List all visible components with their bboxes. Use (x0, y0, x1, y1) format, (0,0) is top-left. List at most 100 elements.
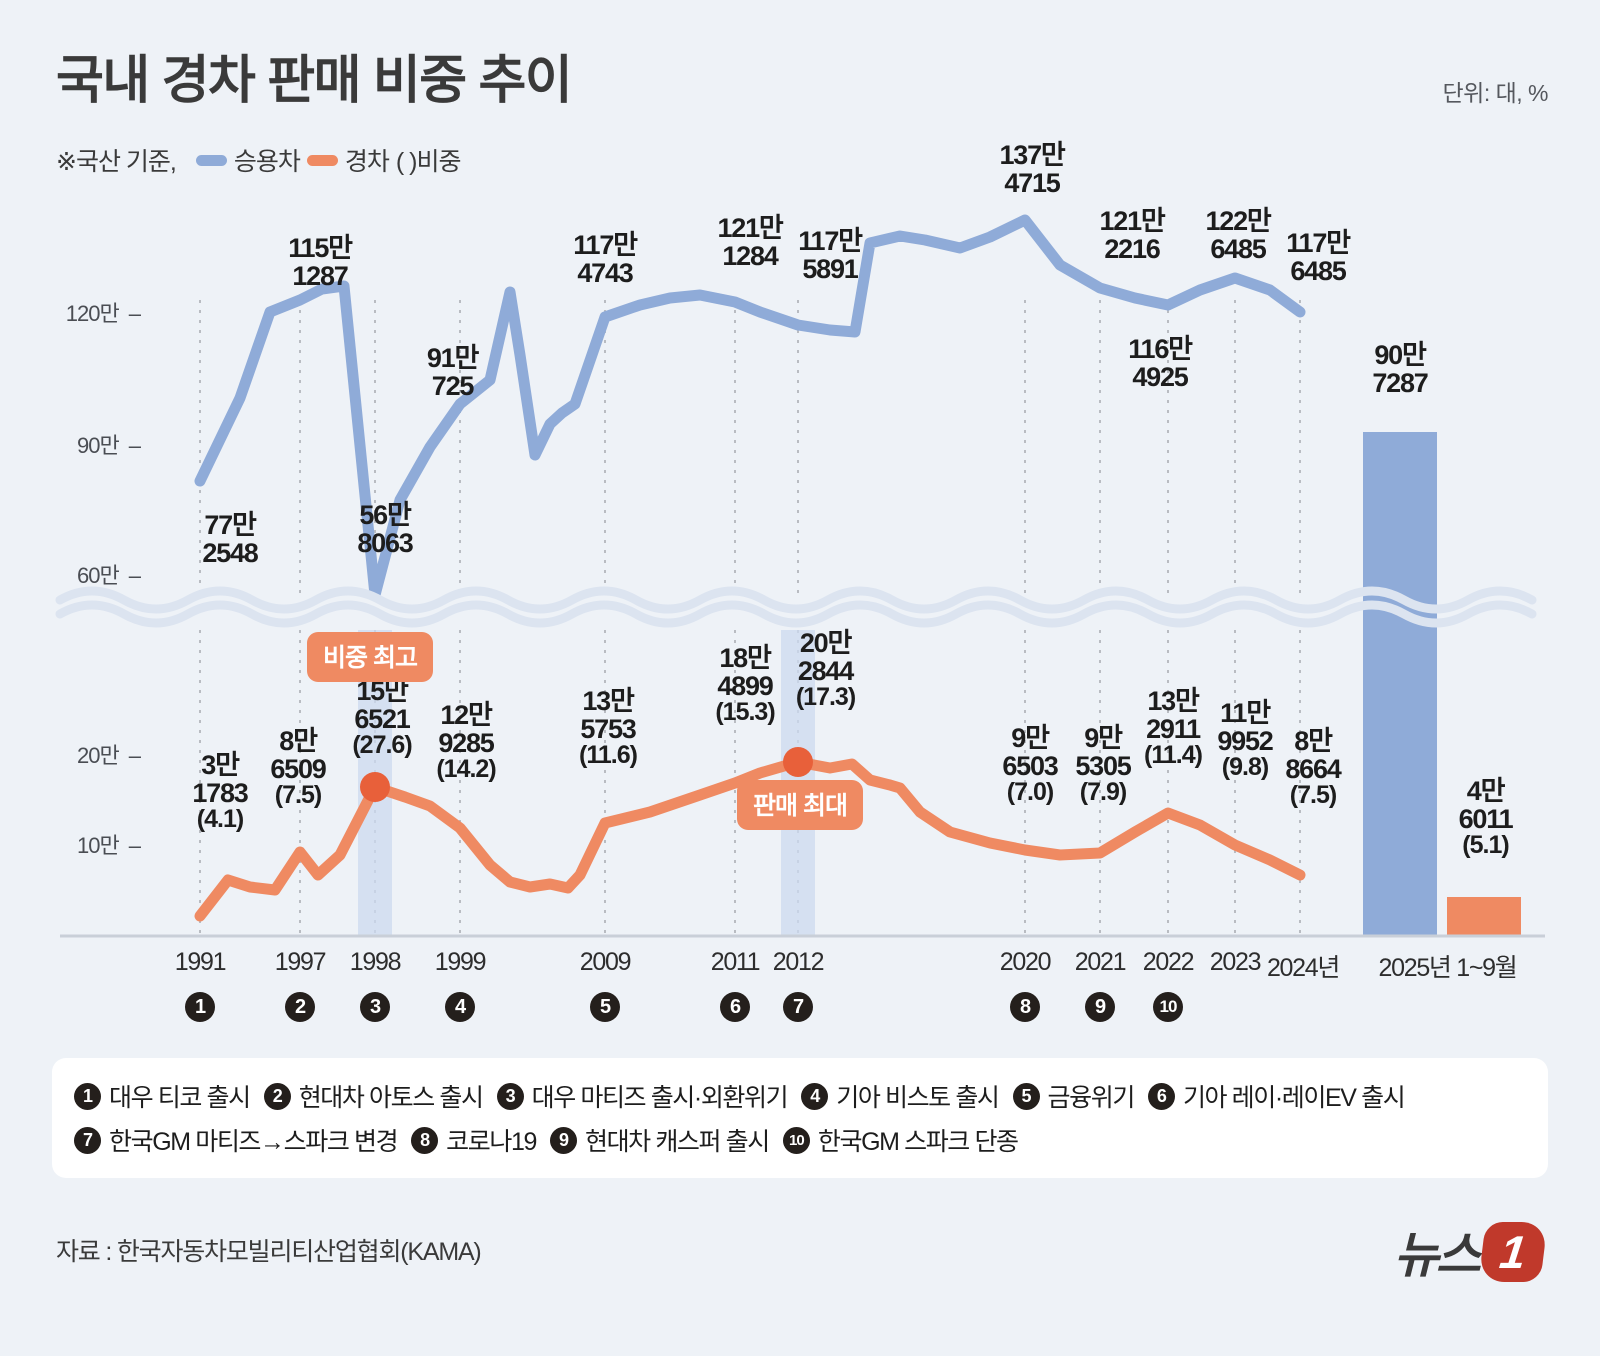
event-number-5-icon: 5 (1012, 1082, 1040, 1110)
badge-sales-max: 판매 최대 (737, 780, 863, 830)
source-attribution: 자료 : 한국자동차모빌리티산업협회(KAMA) (56, 1238, 482, 1266)
event-text-6: 기아 레이·레이EV 출시 (1182, 1084, 1406, 1112)
xlabel-2021: 2021 (1074, 948, 1127, 976)
label-passenger-1999: 91만 725 (426, 343, 479, 401)
label-light-2022: 13만 2911 (11.4) (1118, 687, 1228, 769)
label-light-share-1991: (4.1) (196, 805, 244, 834)
event-marker-4: 4 (445, 992, 475, 1022)
event-number-4-icon: 4 (801, 1082, 829, 1110)
unit-label: 단위: 대, % (1442, 80, 1549, 106)
xlabel-1997: 1997 (274, 948, 327, 976)
bar-2025-light (1447, 897, 1521, 935)
label-light-2012: 20만 2844 (17.3) (768, 629, 883, 712)
event-marker-7: 7 (783, 992, 813, 1022)
event-number-10-icon: 10 (782, 1126, 810, 1154)
event-legend-item-9: 9 현대차 캐스퍼 출시 (549, 1122, 770, 1158)
label-passenger-2012: 117만 5891 (798, 226, 863, 284)
event-number-7-icon: 7 (74, 1126, 101, 1154)
news1-logo: 뉴스 1 (1393, 1216, 1548, 1287)
label-passenger-1991: 77만 2548 (202, 510, 258, 568)
label-passenger-2025: 90만 7287 (1372, 340, 1428, 398)
xlabel-1991: 1991 (174, 948, 227, 976)
xlabel-1998: 1998 (349, 948, 402, 976)
event-marker-9: 9 (1085, 992, 1115, 1022)
ytick-upper-2: 60만 – (77, 563, 141, 588)
event-legend-item-2: 2 현대차 아토스 출시 (263, 1078, 484, 1114)
xlabel-2022: 2022 (1142, 948, 1195, 976)
label-passenger-2011: 121만 1284 (717, 213, 783, 271)
label-light-share-1998: (27.6) (352, 731, 412, 760)
event-number-6-icon: 6 (1147, 1082, 1175, 1110)
xlabel-2023: 2023 (1209, 948, 1262, 976)
label-light-2011: 18만 4899 (15.3) (690, 644, 800, 727)
xlabel-1999: 1999 (434, 948, 487, 976)
event-marker-6: 6 (720, 992, 750, 1022)
label-light-2020: 9만 6503 (7.0) (975, 724, 1085, 807)
event-text-4: 기아 비스토 출시 (836, 1084, 1000, 1112)
event-text-10: 한국GM 스파크 단종 (817, 1128, 1019, 1156)
label-light-1997: 8만 6509 (7.5) (243, 727, 353, 810)
event-marker-1: 1 (185, 992, 215, 1022)
event-legend-item-7: 7 한국GM 마티즈→스파크 변경 (74, 1122, 399, 1158)
line-light-cars (194, 756, 1306, 922)
event-text-5: 금융위기 (1047, 1084, 1136, 1112)
label-light-share-1997: (7.5) (274, 781, 322, 810)
event-legend-item-3: 3 대우 마티즈 출시·외환위기 (496, 1078, 789, 1114)
event-marker-2: 2 (285, 992, 315, 1022)
event-legend-box: 1 대우 티코 출시 2 현대차 아토스 출시 3 대우 마티즈 출시·외환위기… (52, 1058, 1548, 1178)
xlabel-2024: 2024년 (1266, 954, 1340, 982)
legend-paren-note: ( )비중 (395, 148, 462, 176)
label-light-2023: 11만 9952 (9.8) (1190, 699, 1300, 782)
legend-swatch-passenger-icon (195, 154, 227, 166)
label-passenger-2020: 137만 4715 (999, 140, 1065, 198)
ytick-upper-1: 90만 – (77, 433, 141, 458)
event-marker-8: 8 (1010, 992, 1040, 1022)
event-number-2-icon: 2 (263, 1082, 291, 1110)
label-passenger-1998: 56만 8063 (357, 500, 413, 558)
event-text-2: 현대차 아토스 출시 (298, 1084, 484, 1112)
event-legend-item-8: 8 코로나19 (411, 1122, 537, 1158)
label-light-2009: 13만 5753 (11.6) (548, 687, 668, 769)
label-light-share-1999: (14.2) (436, 755, 496, 784)
label-light-share-2021: (7.9) (1079, 778, 1127, 807)
label-light-2024: 8만 8664 (7.5) (1258, 727, 1368, 809)
line-passenger-cars (194, 214, 1306, 601)
label-passenger-2021: 121만 2216 (1099, 206, 1165, 264)
xlabel-2009: 2009 (579, 948, 632, 976)
legend-label-light: 경차 (344, 148, 390, 176)
label-passenger-2009: 117만 4743 (573, 230, 638, 288)
ytick-upper-0: 120만 – (65, 301, 141, 326)
event-number-3-icon: 3 (496, 1082, 524, 1110)
event-number-9-icon: 9 (549, 1126, 577, 1154)
event-text-1: 대우 티코 출시 (109, 1084, 251, 1112)
label-light-share-2011: (15.3) (715, 698, 775, 727)
event-number-8-icon: 8 (411, 1126, 439, 1154)
label-light-share-2025: (5.1) (1462, 831, 1509, 860)
logo-mark-one: 1 (1478, 1221, 1548, 1282)
event-legend-row-2: 7 한국GM 마티즈→스파크 변경 8 코로나19 9 현대차 캐스퍼 출시 1… (74, 1118, 1526, 1162)
event-marker-3: 3 (360, 992, 390, 1022)
bar-2025-passenger (1363, 432, 1437, 935)
logo-text-korean: 뉴스 (1393, 1229, 1481, 1283)
xlabel-2011: 2011 (710, 948, 761, 976)
event-text-3: 대우 마티즈 출시·외환위기 (531, 1084, 789, 1112)
event-marker-10: 10 (1153, 992, 1183, 1022)
page-title: 국내 경차 판매 비중 추이 (56, 52, 573, 110)
event-legend-row-1: 1 대우 티코 출시 2 현대차 아토스 출시 3 대우 마티즈 출시·외환위기… (74, 1074, 1526, 1118)
ytick-lower-1: 10만 – (77, 833, 141, 858)
legend-prefix: ※국산 기준, (56, 148, 177, 176)
axis-break-wave (55, 586, 1537, 628)
label-light-2025: 4만 6011 (5.1) (1428, 777, 1543, 860)
label-light-share-2023: (9.8) (1221, 753, 1269, 782)
xlabel-2020: 2020 (999, 948, 1052, 976)
datapoint-2012-light (783, 747, 813, 777)
label-light-share-2012: (17.3) (795, 683, 856, 712)
label-passenger-2024: 117만 6485 (1286, 228, 1351, 286)
label-light-share-2020: (7.0) (1006, 778, 1054, 807)
legend-label-passenger: 승용차 (233, 148, 301, 176)
event-text-8: 코로나19 (446, 1128, 537, 1156)
ytick-lower-0: 20만 – (77, 743, 141, 768)
event-legend-item-6: 6 기아 레이·레이EV 출시 (1147, 1078, 1406, 1114)
datapoint-1998-light (360, 772, 390, 802)
